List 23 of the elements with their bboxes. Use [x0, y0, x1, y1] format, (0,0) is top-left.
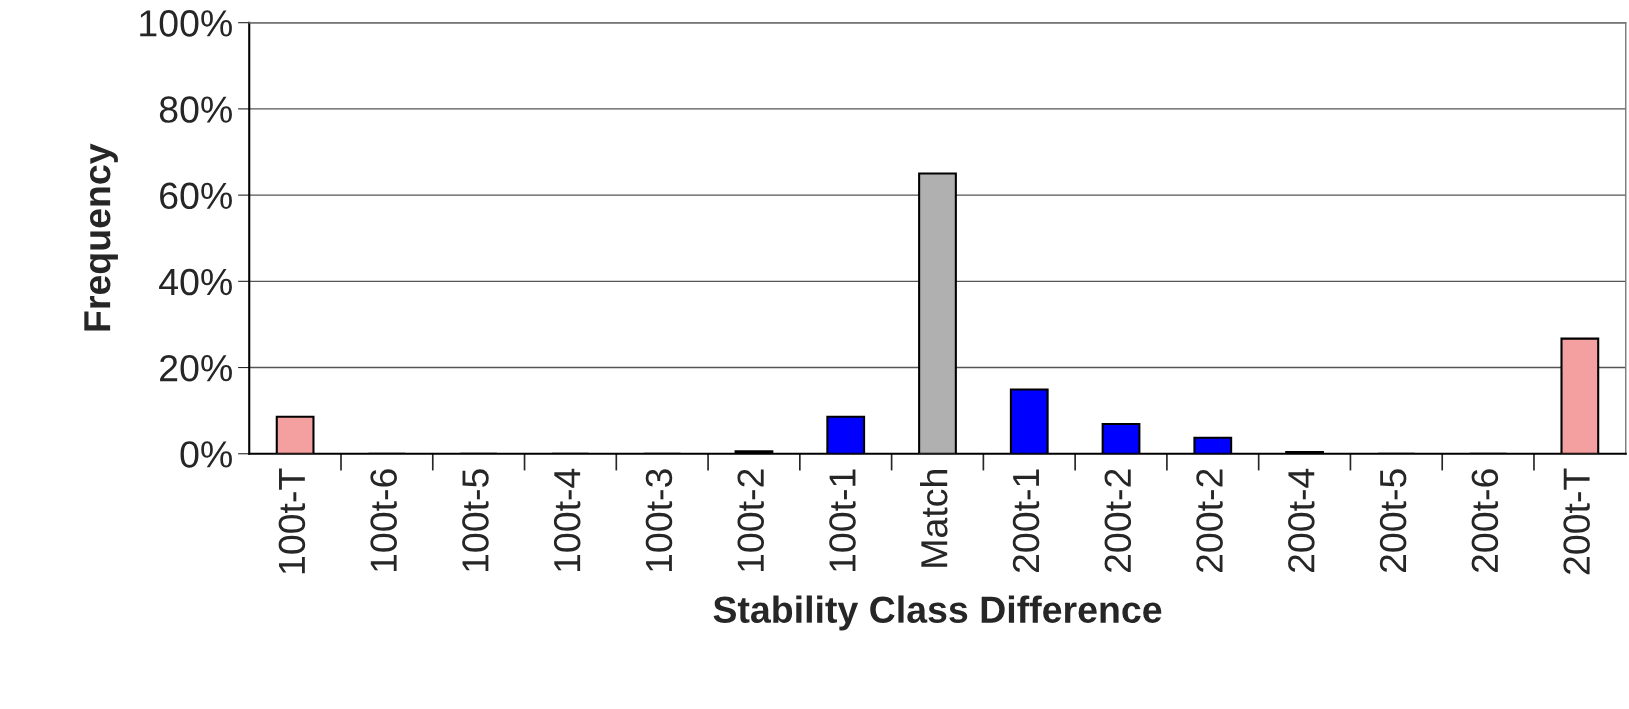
x-tick-label: 200t-2 [1196, 469, 1223, 573]
x-axis-title: Stability Class Difference [713, 595, 1162, 631]
x-tick-label: 100t-1 [829, 469, 856, 572]
x-tick-label: 200t-T [1563, 468, 1590, 575]
x-tick-label: 100t-3 [645, 469, 673, 572]
y-tick-label: 20% [160, 354, 232, 382]
x-tick-label: 100t-4 [553, 468, 581, 572]
x-tick-label: 200t-2 [1104, 469, 1132, 573]
x-tick-label: 100t-T [278, 468, 306, 574]
y-tick-label: 100% [140, 10, 232, 37]
x-tick-label: 200t-6 [1471, 469, 1499, 573]
x-tick-label: 200t-4 [1288, 468, 1315, 573]
y-tick-label: 0% [180, 441, 232, 468]
x-tick-label: 100t-5 [462, 469, 489, 572]
y-tick-label: 80% [159, 96, 232, 123]
x-tick-label: 100t-2 [737, 469, 765, 572]
y-tick-label: 60% [160, 182, 232, 210]
x-tick-label: 200t-1 [1012, 469, 1040, 573]
x-tick-label: Match [920, 470, 948, 567]
y-axis-title: Frequency [84, 143, 118, 331]
x-tick-label: 100t-6 [370, 469, 397, 572]
y-tick-label: 40% [159, 268, 232, 296]
x-tick-label: 200t-5 [1379, 469, 1407, 573]
